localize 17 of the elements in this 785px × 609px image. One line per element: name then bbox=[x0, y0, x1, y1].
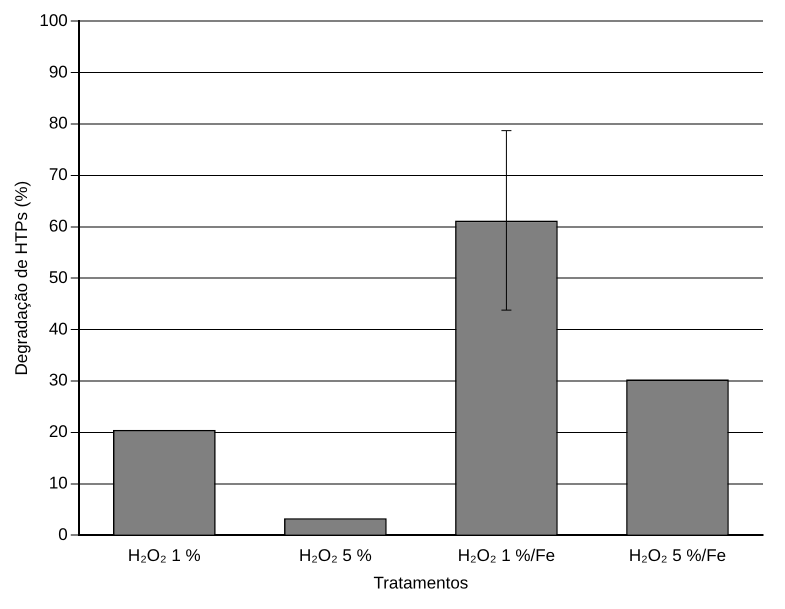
y-tick-label: 0 bbox=[58, 524, 68, 544]
y-tick-label: 10 bbox=[48, 473, 68, 492]
x-axis-title: Tratamentos bbox=[373, 573, 468, 592]
y-tick-label: 70 bbox=[48, 165, 68, 184]
y-tick-label: 80 bbox=[48, 114, 68, 133]
y-tick-label: 100 bbox=[39, 10, 68, 30]
y-tick-label: 90 bbox=[48, 62, 68, 82]
y-tick-label: 50 bbox=[48, 268, 68, 287]
y-tick-label: 30 bbox=[48, 370, 68, 390]
y-tick-label: 60 bbox=[48, 216, 68, 236]
x-tick-label: H₂O₂ 5 % bbox=[298, 546, 372, 566]
y-tick-label: 40 bbox=[48, 319, 68, 338]
x-tick-label: H₂O₂ 5 %/Fe bbox=[628, 546, 726, 566]
y-tick-label: 20 bbox=[48, 422, 68, 442]
x-tick-label: H₂O₂ 1 %/Fe bbox=[458, 546, 556, 566]
y-axis-title: Degradação de HTPs (%) bbox=[12, 180, 31, 376]
x-tick-label: H₂O₂ 1 % bbox=[128, 546, 201, 566]
